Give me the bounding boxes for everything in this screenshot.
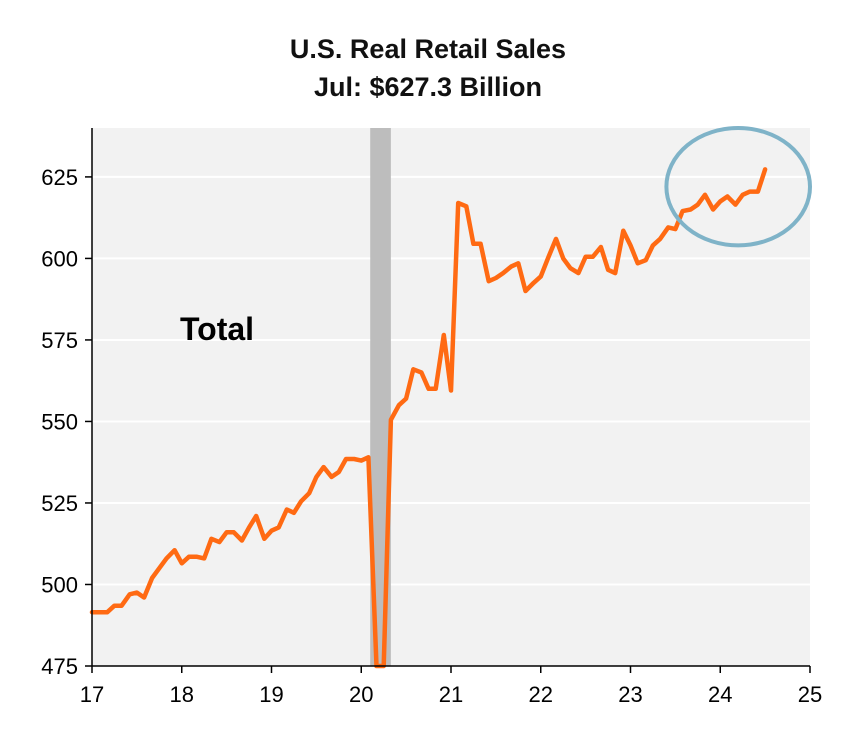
title-block: U.S. Real Retail Sales Jul: $627.3 Billi… bbox=[0, 30, 856, 106]
chart-title: U.S. Real Retail Sales bbox=[289, 34, 567, 64]
x-tick-label-19: 19 bbox=[259, 682, 283, 707]
y-tick-label-475: 475 bbox=[41, 654, 78, 679]
plot-background bbox=[92, 128, 810, 666]
highlight-ellipse bbox=[664, 125, 813, 248]
y-tick-label-500: 500 bbox=[41, 572, 78, 597]
y-tick-label-625: 625 bbox=[41, 165, 78, 190]
x-tick-label-20: 20 bbox=[349, 682, 373, 707]
x-tick-label-17: 17 bbox=[80, 682, 104, 707]
chart-subtitle: Jul: $627.3 Billion bbox=[313, 72, 543, 102]
x-tick-label-25: 25 bbox=[798, 682, 822, 707]
y-tick-label-575: 575 bbox=[41, 328, 78, 353]
series-line-total bbox=[89, 167, 768, 669]
y-ticks: 475 500 525 550 575 600 625 bbox=[41, 165, 92, 679]
y-tick-label-600: 600 bbox=[41, 246, 78, 271]
y-tick-label-525: 525 bbox=[41, 491, 78, 516]
x-tick-label-21: 21 bbox=[439, 682, 463, 707]
annotation-total: Total bbox=[180, 311, 254, 347]
y-tick-label-550: 550 bbox=[41, 409, 78, 434]
x-tick-label-18: 18 bbox=[170, 682, 194, 707]
x-tick-label-23: 23 bbox=[618, 682, 642, 707]
x-tick-label-24: 24 bbox=[708, 682, 732, 707]
x-tick-label-22: 22 bbox=[529, 682, 553, 707]
x-ticks: 17 18 19 20 21 22 23 24 25 bbox=[80, 666, 822, 707]
